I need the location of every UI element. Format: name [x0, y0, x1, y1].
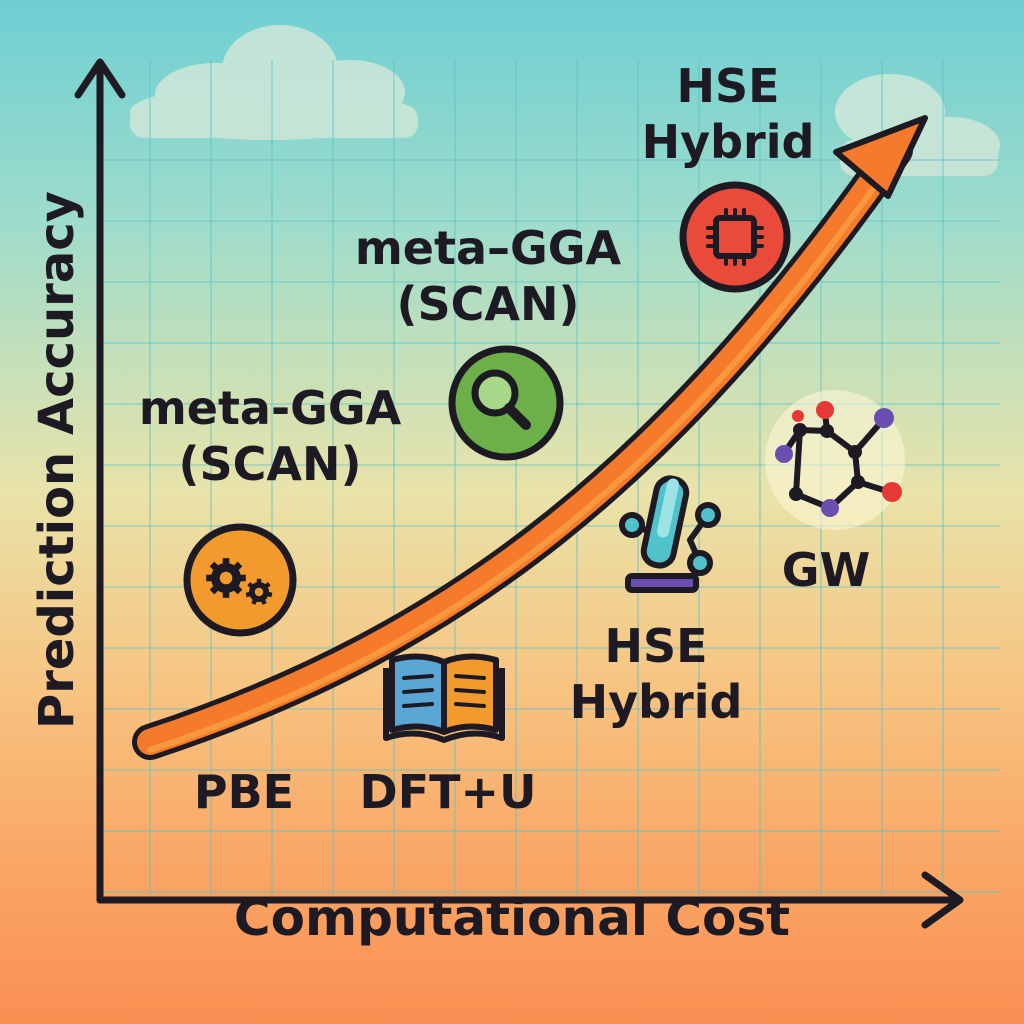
open-book-icon: [383, 653, 505, 743]
trend-arrow: [132, 115, 928, 760]
label-meta-gga-center: meta–GGA (SCAN): [354, 221, 622, 331]
molecule-icon: [765, 390, 905, 530]
microscope-icon: [619, 475, 721, 593]
gear-icon: [183, 523, 297, 637]
x-axis-label: Computational Cost: [233, 889, 791, 947]
label-hse-lower: HSE Hybrid: [569, 619, 743, 729]
y-axis: [74, 58, 126, 904]
y-axis-label: Prediction Accuracy: [29, 191, 85, 729]
label-pbe: PBE: [193, 765, 295, 819]
cpu-chip-icon: [679, 181, 791, 293]
magnifier-icon: [448, 345, 564, 461]
label-meta-gga-left: meta-GGA (SCAN): [138, 381, 402, 491]
label-gw: GW: [781, 543, 871, 597]
x-axis: [96, 871, 964, 929]
label-hse-top: HSE Hybrid: [641, 59, 815, 169]
label-dft-u: DFT+U: [359, 765, 537, 819]
cloud-left: [130, 25, 418, 140]
